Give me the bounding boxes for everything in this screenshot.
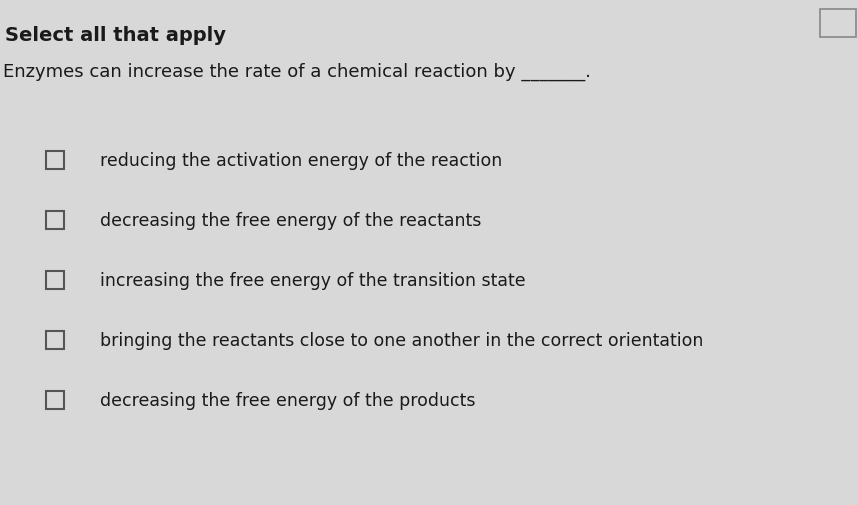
FancyBboxPatch shape (46, 391, 64, 409)
Text: bringing the reactants close to one another in the correct orientation: bringing the reactants close to one anot… (100, 331, 704, 349)
FancyBboxPatch shape (46, 331, 64, 349)
Text: decreasing the free energy of the products: decreasing the free energy of the produc… (100, 391, 475, 409)
FancyBboxPatch shape (46, 212, 64, 230)
FancyBboxPatch shape (46, 272, 64, 289)
Text: decreasing the free energy of the reactants: decreasing the free energy of the reacta… (100, 212, 481, 230)
Text: increasing the free energy of the transition state: increasing the free energy of the transi… (100, 272, 526, 289)
Text: Select all that apply: Select all that apply (5, 26, 226, 45)
Text: reducing the activation energy of the reaction: reducing the activation energy of the re… (100, 152, 502, 170)
FancyBboxPatch shape (820, 10, 856, 38)
FancyBboxPatch shape (46, 152, 64, 170)
Text: Enzymes can increase the rate of a chemical reaction by _______.: Enzymes can increase the rate of a chemi… (3, 63, 591, 81)
